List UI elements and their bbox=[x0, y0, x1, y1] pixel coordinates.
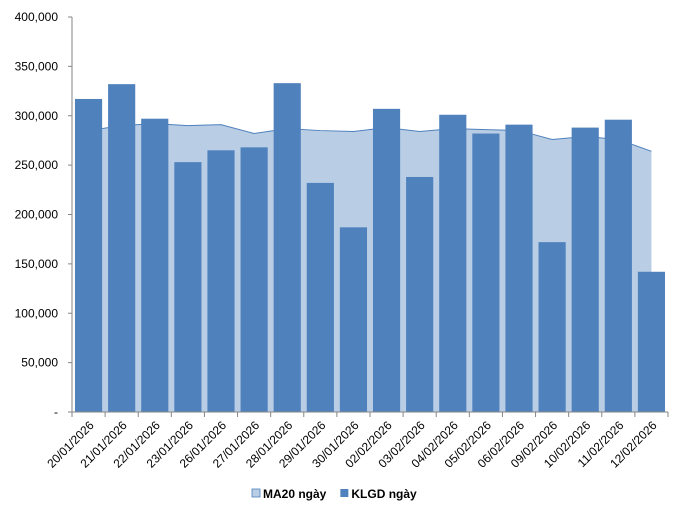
bar-klgd bbox=[372, 108, 401, 413]
bar-klgd bbox=[174, 162, 202, 412]
bar-klgd bbox=[273, 83, 301, 412]
bar-klgd bbox=[637, 271, 666, 412]
x-axis: 20/01/202621/01/202622/01/202623/01/2026… bbox=[44, 411, 669, 471]
bar-klgd bbox=[505, 124, 533, 412]
bar-klgd bbox=[538, 242, 566, 412]
bar-klgd bbox=[571, 127, 599, 412]
bar-klgd bbox=[108, 84, 136, 413]
bar-klgd bbox=[74, 98, 103, 413]
y-axis: - 50,000 100,000 150,000 200,000 250,000 300,0… bbox=[15, 10, 73, 419]
bar-klgd bbox=[472, 133, 500, 412]
y-tick-label: - bbox=[54, 405, 58, 419]
y-tick-label: 250,000 bbox=[15, 158, 59, 172]
legend-swatch bbox=[251, 488, 261, 498]
y-tick-label: 150,000 bbox=[15, 257, 59, 271]
bar-klgd bbox=[240, 147, 268, 412]
y-tick-label: 350,000 bbox=[15, 59, 59, 73]
bar-klgd bbox=[207, 150, 235, 412]
legend: MA20 ngày KLGD ngày bbox=[251, 487, 417, 501]
y-tick-label: 400,000 bbox=[15, 10, 59, 24]
bar-klgd bbox=[439, 114, 467, 412]
bar-klgd bbox=[406, 176, 434, 412]
y-tick-label: 100,000 bbox=[15, 306, 59, 320]
ma20-line bbox=[88, 123, 652, 152]
y-tick-label: 200,000 bbox=[15, 208, 59, 222]
y-tick-label: 50,000 bbox=[21, 356, 58, 370]
bar-klgd bbox=[306, 182, 334, 412]
plot-area bbox=[74, 83, 666, 413]
legend-swatch bbox=[340, 489, 349, 497]
y-tick-label: 300,000 bbox=[15, 109, 59, 123]
legend-label: MA20 ngày bbox=[263, 487, 327, 501]
bar-klgd bbox=[141, 118, 169, 413]
ma20-area bbox=[88, 123, 652, 413]
bar-klgd bbox=[339, 227, 368, 412]
legend-label: KLGD ngày bbox=[351, 487, 417, 501]
bar-klgd bbox=[604, 119, 632, 412]
